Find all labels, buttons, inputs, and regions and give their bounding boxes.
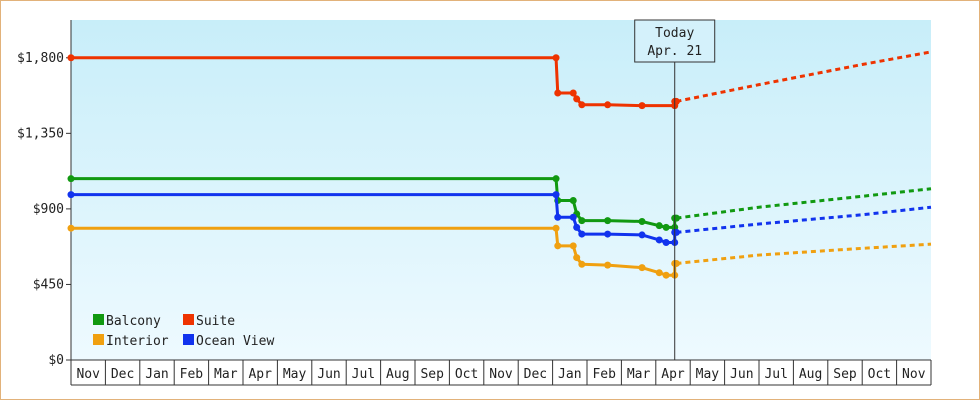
data-point: [68, 175, 75, 182]
x-tick-label: Mar: [627, 367, 651, 382]
plot-area: [71, 20, 931, 360]
data-point: [639, 218, 646, 225]
x-tick-label: Dec: [111, 367, 134, 382]
data-point: [68, 225, 75, 232]
x-tick-label: Dec: [524, 367, 547, 382]
data-point: [604, 217, 611, 224]
x-tick-label: Feb: [180, 367, 204, 382]
legend-swatch: [183, 334, 194, 345]
y-tick-label: $1,350: [17, 126, 64, 141]
x-tick-label: Jun: [317, 367, 340, 382]
data-point: [553, 54, 560, 61]
data-point: [604, 262, 611, 269]
data-point: [578, 217, 585, 224]
data-point: [673, 98, 680, 105]
x-tick-label: Oct: [455, 367, 478, 382]
x-tick-label: Jul: [764, 367, 787, 382]
x-tick-label: Apr: [248, 367, 272, 382]
data-point: [68, 191, 75, 198]
today-date: Apr. 21: [647, 44, 702, 59]
data-point: [570, 197, 577, 204]
x-tick-label: Apr: [661, 367, 685, 382]
x-tick-label: Jun: [730, 367, 753, 382]
data-point: [663, 272, 670, 279]
x-tick-label: Aug: [386, 367, 409, 382]
data-point: [656, 222, 663, 229]
data-point: [656, 269, 663, 276]
x-tick-label: Nov: [489, 367, 513, 382]
data-point: [673, 260, 680, 267]
y-tick-label: $900: [33, 202, 64, 217]
x-tick-label: Jan: [558, 367, 581, 382]
data-point: [554, 242, 561, 249]
x-tick-label: Feb: [592, 367, 616, 382]
data-point: [573, 224, 580, 231]
legend-swatch: [93, 314, 104, 325]
data-point: [656, 236, 663, 243]
data-point: [573, 254, 580, 261]
data-point: [578, 101, 585, 108]
legend-label: Suite: [196, 314, 235, 329]
x-tick-label: May: [283, 367, 307, 382]
data-point: [663, 239, 670, 246]
data-point: [554, 90, 561, 97]
data-point: [573, 95, 580, 102]
data-point: [578, 231, 585, 238]
y-tick-label: $1,800: [17, 51, 64, 66]
legend-swatch: [93, 334, 104, 345]
y-tick-label: $450: [33, 277, 64, 292]
legend-label: Ocean View: [196, 334, 274, 349]
data-point: [673, 215, 680, 222]
data-point: [68, 54, 75, 61]
legend-label: Balcony: [106, 314, 161, 329]
data-point: [570, 90, 577, 97]
data-point: [604, 101, 611, 108]
today-label: Today: [655, 26, 694, 41]
data-point: [553, 191, 560, 198]
data-point: [570, 214, 577, 221]
data-point: [663, 224, 670, 231]
data-point: [673, 229, 680, 236]
data-point: [578, 261, 585, 268]
x-tick-label: Nov: [76, 367, 100, 382]
x-tick-label: Nov: [902, 367, 926, 382]
legend-swatch: [183, 314, 194, 325]
x-tick-label: Jul: [352, 367, 375, 382]
data-point: [553, 225, 560, 232]
x-tick-label: Aug: [799, 367, 822, 382]
x-tick-label: Sep: [420, 367, 444, 382]
data-point: [639, 102, 646, 109]
legend-item-ocean-view: Ocean View: [183, 334, 274, 349]
data-point: [639, 231, 646, 238]
legend-label: Interior: [106, 334, 169, 349]
x-tick-label: Sep: [833, 367, 857, 382]
x-tick-label: May: [696, 367, 720, 382]
data-point: [554, 214, 561, 221]
x-tick-label: Jan: [145, 367, 168, 382]
x-tick-label: Mar: [214, 367, 238, 382]
data-point: [570, 242, 577, 249]
data-point: [604, 231, 611, 238]
y-tick-label: $0: [48, 353, 64, 368]
data-point: [553, 175, 560, 182]
x-tick-label: Oct: [868, 367, 891, 382]
data-point: [639, 264, 646, 271]
